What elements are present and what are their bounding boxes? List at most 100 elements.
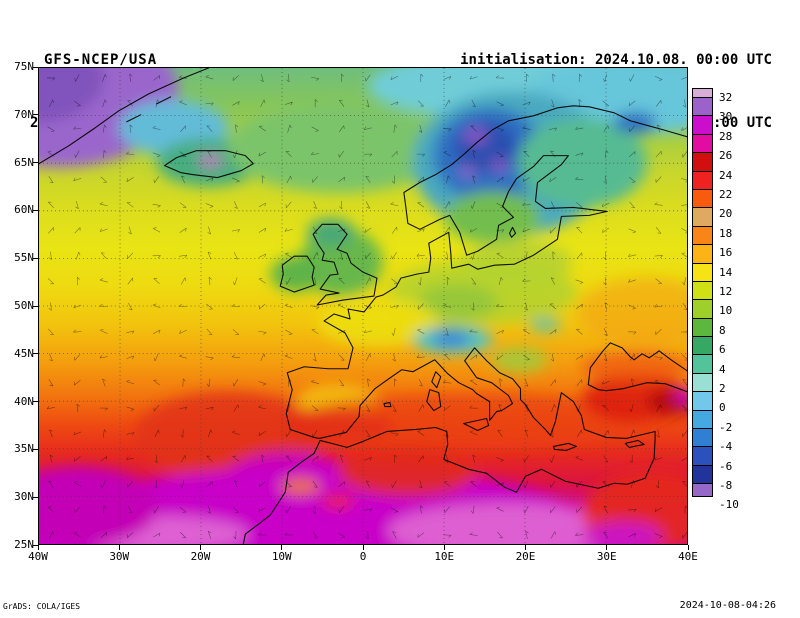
- lat-tick-mark: [33, 66, 38, 68]
- lon-tick-label: 0: [359, 550, 367, 563]
- lon-tick-mark: [443, 545, 445, 550]
- coastline-sardinia: [426, 389, 442, 412]
- colorbar-level-label: 28: [719, 129, 733, 143]
- colorbar-segment: [692, 115, 713, 135]
- coastline-gotland: [508, 226, 517, 238]
- map-canvas: [39, 68, 687, 544]
- map-plot-area: [38, 67, 688, 545]
- colorbar-segment: [692, 317, 713, 338]
- coastline-corsica: [431, 371, 442, 389]
- colorbar-segment: [692, 446, 713, 466]
- colorbar-level-label: 22: [719, 188, 733, 201]
- lat-tick-label: 60N: [14, 203, 34, 217]
- coastlines: [39, 68, 687, 544]
- temperature-field-blobs: [39, 68, 687, 544]
- colorbar-level-label: 4: [719, 362, 726, 376]
- colorbar-level-label: 32: [719, 91, 733, 104]
- lon-tick-mark: [606, 545, 608, 550]
- lon-tick-mark: [200, 545, 201, 550]
- lon-tick-label: 20W: [190, 550, 211, 563]
- colorbar-segment: [692, 428, 713, 448]
- colorbar-segment: [692, 280, 713, 301]
- coastline-sicily: [463, 417, 490, 432]
- colorbar-level-label: 14: [719, 265, 733, 279]
- coastline-black-sea-north: [587, 342, 687, 386]
- colorbar-level-label: 30: [719, 110, 733, 124]
- lat-tick-mark: [33, 114, 38, 116]
- lon-tick-label: 10W: [271, 550, 292, 563]
- colorbar-segment: [692, 97, 713, 117]
- coastline-atlantic-europe: [285, 105, 687, 439]
- lon-tick-mark: [525, 545, 526, 550]
- colorbar-level-label: 26: [719, 149, 733, 163]
- colorbar-level-label: 6: [719, 343, 726, 357]
- lat-tick-label: 30N: [14, 490, 34, 504]
- lon-tick-label: 40E: [678, 550, 698, 563]
- lat-tick-mark: [33, 257, 38, 259]
- colorbar-segment: [692, 464, 713, 485]
- lon-tick-label: 40W: [28, 550, 48, 563]
- colorbar-level-label: -10: [719, 498, 739, 512]
- colorbar-segment: [692, 299, 713, 319]
- lat-tick-label: 35N: [14, 442, 34, 456]
- colorbar-level-label: 12: [719, 285, 733, 298]
- lat-tick-label: 40N: [14, 394, 34, 408]
- colorbar-level-label: 16: [719, 246, 733, 260]
- lat-tick-mark: [33, 496, 38, 498]
- graticule-lines: [39, 68, 687, 544]
- lat-tick-label: 45N: [14, 346, 34, 360]
- lat-tick-mark: [33, 162, 38, 164]
- colorbar-level-label: -2: [719, 420, 733, 434]
- lon-tick-mark: [118, 545, 120, 550]
- generation-timestamp: 2024-10-08-04:26: [679, 600, 776, 611]
- lat-tick-mark: [33, 353, 38, 355]
- lon-tick-mark: [687, 545, 689, 550]
- colorbar-level-label: 2: [719, 382, 726, 395]
- colorbar-level-label: -6: [719, 459, 733, 473]
- coastline-mallorca: [383, 402, 392, 408]
- coastline-great-britain: [312, 223, 378, 306]
- lat-tick-mark: [33, 209, 38, 211]
- wind-barb-glyphs: [46, 73, 687, 540]
- colorbar-segment: [692, 354, 713, 374]
- lat-tick-mark: [33, 305, 38, 307]
- lat-tick-label: 55N: [14, 251, 34, 265]
- colorbar: [692, 88, 713, 498]
- init-time-label: initialisation: 2024.10.08. 00:00 UTC: [460, 52, 772, 68]
- colorbar-segment: [692, 409, 713, 430]
- wind-barbs: [46, 73, 687, 540]
- colorbar-segment: [692, 391, 713, 411]
- colorbar-level-label: 18: [719, 226, 733, 240]
- lon-tick-mark: [362, 545, 364, 550]
- lat-tick-label: 25N: [14, 538, 34, 551]
- lat-tick-label: 50N: [14, 299, 34, 312]
- coastline-ireland: [279, 255, 315, 293]
- colorbar-level-label: 20: [719, 207, 733, 221]
- colorbar-segment: [692, 133, 713, 154]
- coastline-black-sea-south: [587, 382, 687, 393]
- colorbar-segment: [692, 483, 713, 498]
- colorbar-level-label: 8: [719, 323, 726, 337]
- model-title: GFS-NCEP/USA: [44, 52, 158, 68]
- colorbar-level-label: -8: [719, 479, 733, 492]
- colorbar-segment: [692, 336, 713, 356]
- lon-tick-mark: [281, 545, 283, 550]
- lon-tick-label: 10E: [434, 550, 455, 563]
- coastline-crete: [552, 442, 577, 451]
- lat-tick-mark: [33, 401, 38, 403]
- colorbar-level-label: 10: [719, 304, 733, 318]
- colorbar-level-label: 24: [719, 168, 733, 182]
- colorbar-segment: [692, 372, 713, 393]
- lon-tick-label: 20E: [515, 550, 536, 563]
- colorbar-segment: [692, 207, 713, 227]
- lon-tick-mark: [37, 545, 39, 550]
- colorbar-level-label: -4: [719, 440, 733, 454]
- grads-credit: GrADS: COLA/IGES: [3, 602, 81, 611]
- colorbar-segment: [692, 225, 713, 246]
- coastline-mediterranean-africa: [242, 347, 656, 544]
- lat-tick-mark: [33, 448, 38, 450]
- coastline-iceland: [164, 150, 254, 179]
- colorbar-segment: [692, 170, 713, 190]
- colorbar-segment: [692, 188, 713, 209]
